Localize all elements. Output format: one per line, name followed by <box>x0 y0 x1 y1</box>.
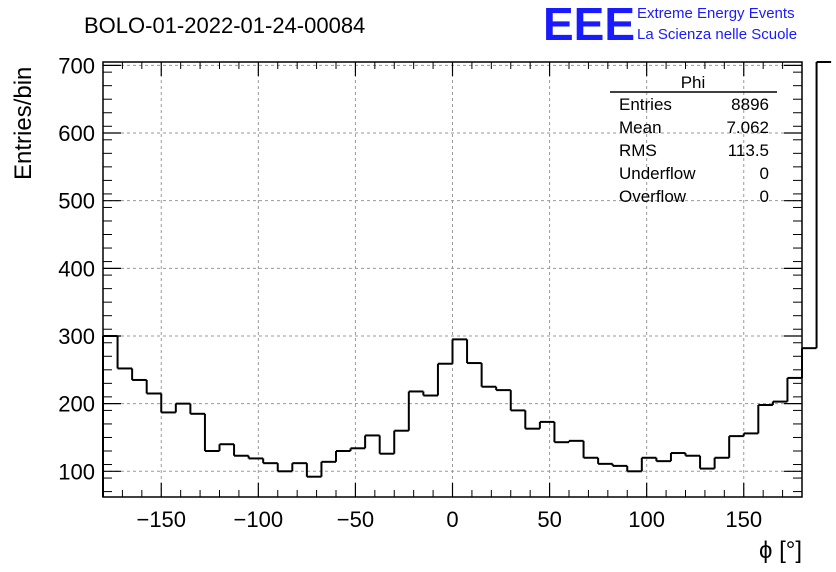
histogram-bars <box>102 61 832 497</box>
axis-ticks <box>102 62 803 497</box>
stats-row-value: 113.5 <box>728 141 769 160</box>
x-tick-label: 50 <box>537 507 561 532</box>
logo-line-1: Extreme Energy Events <box>637 5 795 22</box>
stats-row-label: RMS <box>619 141 657 160</box>
x-tick-label: 100 <box>628 507 665 532</box>
y-tick-label: 500 <box>58 189 95 214</box>
grid <box>103 62 802 497</box>
x-tick-label: −100 <box>234 507 284 532</box>
stats-row-label: Entries <box>619 95 672 114</box>
x-tick-label: 150 <box>725 507 762 532</box>
stats-row-value: 8896 <box>731 95 769 114</box>
y-tick-label: 700 <box>58 53 95 78</box>
stats-row-value: 7.062 <box>726 118 769 137</box>
stats-row-label: Mean <box>619 118 662 137</box>
stats-row-value: 0 <box>760 164 769 183</box>
x-tick-label: 0 <box>446 507 458 532</box>
y-tick-label: 200 <box>58 392 95 417</box>
chart-title: BOLO-01-2022-01-24-00084 <box>84 13 365 38</box>
logo-line-2: La Scienza nelle Scuole <box>637 26 797 43</box>
x-axis-label: ϕ [°] <box>759 537 802 564</box>
y-tick-label: 100 <box>58 459 95 484</box>
tick-labels: −150 −100 −50 0 50 100 150 100 200 300 400 500 600 70… <box>58 53 762 532</box>
stats-row-value: 0 <box>760 187 769 206</box>
x-tick-label: −150 <box>136 507 186 532</box>
stats-row-label: Overflow <box>619 187 687 206</box>
stats-row-label: Underflow <box>619 164 696 183</box>
eee-logo-mark: EEE <box>543 0 635 50</box>
x-tick-label: −50 <box>337 507 374 532</box>
y-axis-label: Entries/bin <box>10 67 37 180</box>
y-tick-label: 300 <box>58 324 95 349</box>
eee-logo: EEE Extreme Energy Events La Scienza nel… <box>543 0 797 50</box>
y-tick-label: 400 <box>58 256 95 281</box>
y-tick-label: 600 <box>58 121 95 146</box>
stats-box: Phi Entries 8896 Mean 7.062 RMS 113.5 Underflo… <box>610 73 777 206</box>
stats-title: Phi <box>681 73 706 92</box>
